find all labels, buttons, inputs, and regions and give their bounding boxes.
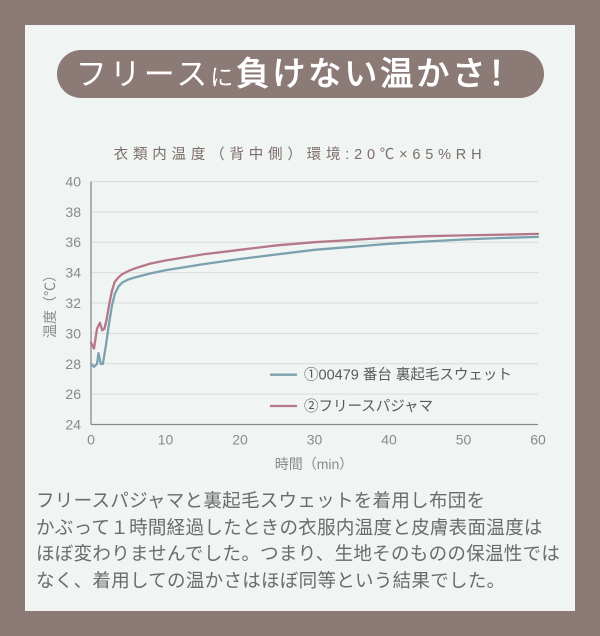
svg-text:40: 40	[381, 432, 397, 448]
svg-text:38: 38	[65, 204, 81, 220]
svg-text:温度（℃）: 温度（℃）	[42, 268, 58, 338]
svg-text:60: 60	[530, 432, 546, 448]
svg-text:時間（min）: 時間（min）	[275, 456, 354, 472]
svg-text:26: 26	[65, 386, 81, 402]
svg-text:32: 32	[65, 295, 81, 311]
svg-text:28: 28	[65, 356, 81, 372]
svg-text:20: 20	[232, 432, 248, 448]
svg-text:40: 40	[65, 174, 81, 190]
svg-text:0: 0	[87, 432, 95, 448]
svg-text:10: 10	[158, 432, 174, 448]
svg-text:30: 30	[65, 325, 81, 341]
svg-text:50: 50	[456, 432, 472, 448]
svg-text:34: 34	[65, 265, 81, 281]
svg-text:①00479 番台 裏起毛スウェット: ①00479 番台 裏起毛スウェット	[304, 366, 512, 384]
svg-text:②フリースパジャマ: ②フリースパジャマ	[304, 398, 433, 415]
svg-text:24: 24	[65, 417, 81, 433]
svg-text:30: 30	[307, 432, 323, 448]
svg-text:36: 36	[65, 234, 81, 250]
